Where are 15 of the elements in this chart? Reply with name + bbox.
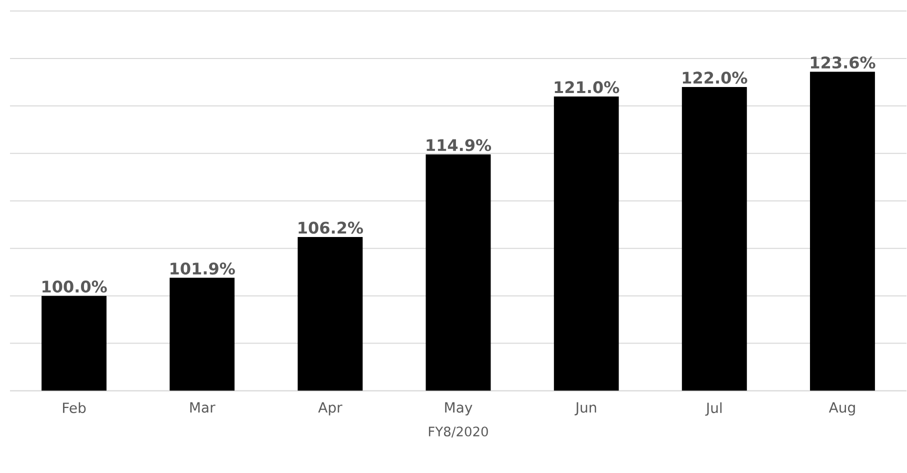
- x-axis-title: FY8/2020: [428, 426, 488, 438]
- data-label: 114.9%: [426, 139, 492, 152]
- data-label: 101.9%: [170, 262, 235, 275]
- x-tick-label: May: [445, 402, 472, 416]
- x-tick-label: Apr: [318, 402, 342, 416]
- data-label: 100.0%: [42, 280, 107, 293]
- x-tick-label: Jul: [705, 402, 722, 416]
- data-label: 106.2%: [298, 222, 363, 234]
- data-label: 122.0%: [682, 72, 748, 84]
- data-label: 121.0%: [554, 81, 620, 94]
- data-label: 123.6%: [810, 56, 876, 69]
- x-tick-label: Aug: [828, 402, 855, 416]
- x-tick-label: Mar: [190, 402, 216, 413]
- x-tick-label: Feb: [63, 402, 86, 414]
- x-tick-label: Jun: [574, 402, 596, 416]
